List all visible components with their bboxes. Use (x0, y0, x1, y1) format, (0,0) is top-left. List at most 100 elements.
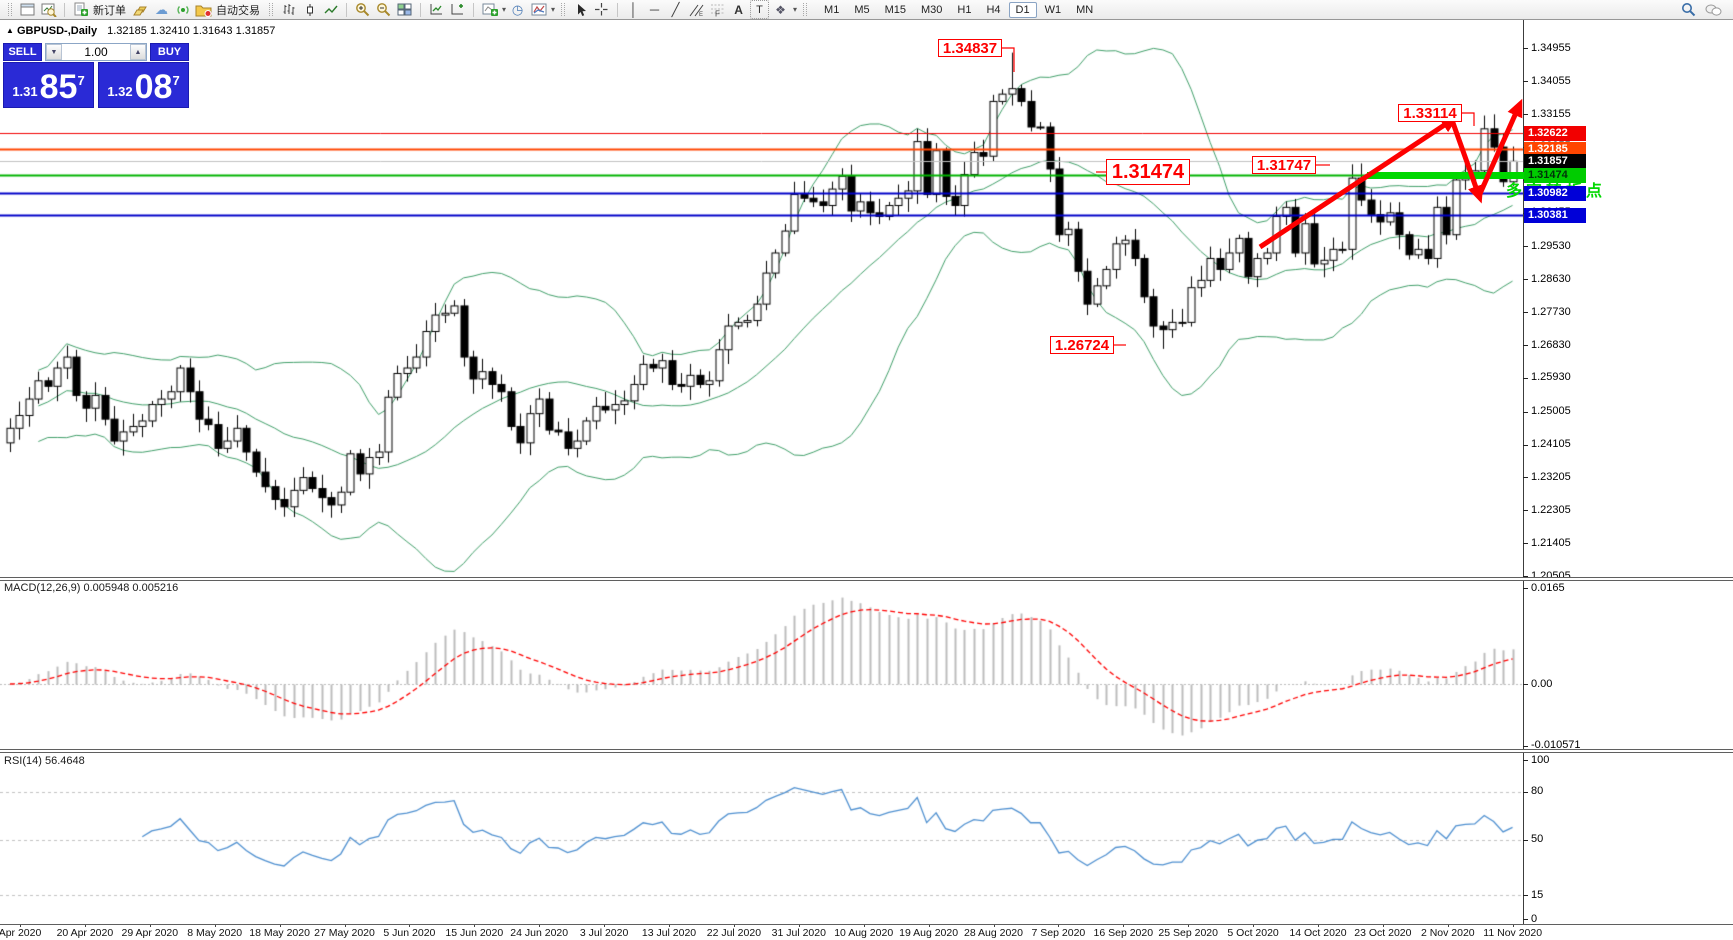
lot-decrease-button[interactable]: ▼ (46, 44, 62, 60)
trendline-icon[interactable]: ╱ (671, 1, 680, 17)
macd-canvas[interactable] (0, 581, 1523, 749)
axis-tick-mark (1523, 895, 1528, 897)
shapes-icon[interactable]: ❖ (775, 2, 786, 17)
timeframe-M5[interactable]: M5 (854, 3, 870, 16)
autotrade-icon[interactable] (194, 0, 213, 19)
text-label-icon[interactable]: T (750, 0, 770, 19)
timeframe-W1[interactable]: W1 (1044, 3, 1062, 16)
chart-template-icon[interactable] (529, 0, 548, 19)
axis-tick: 1.22305 (1531, 503, 1571, 516)
cursor-icon[interactable] (571, 0, 590, 19)
clock-icon[interactable]: ◷ (511, 2, 524, 17)
rsi-axis-tick: 0 (1531, 912, 1538, 925)
price-annotation[interactable]: 1.34837 (938, 39, 1002, 57)
rsi-axis-tick: 50 (1531, 833, 1544, 845)
axis-tick: 1.23205 (1531, 470, 1571, 483)
chart-preview-icon[interactable] (39, 0, 58, 19)
chat-icon[interactable] (1704, 0, 1723, 19)
equidistant-channel-icon[interactable]: E (687, 0, 706, 19)
metals-icon[interactable] (131, 0, 150, 19)
main-chart-canvas[interactable] (0, 20, 1523, 578)
timeframe-H4[interactable]: H4 (986, 3, 1001, 16)
new-order-icon[interactable] (71, 0, 90, 19)
shapes-dropdown-icon[interactable]: ▾ (793, 5, 798, 14)
time-axis[interactable]: Apr 2020 20 Apr 2020 29 Apr 2020 8 May 2020… (0, 924, 1733, 940)
panel-separator[interactable] (0, 577, 1733, 581)
timeframe-D1[interactable]: D1 (1008, 1, 1037, 18)
date-tick-mark (1512, 924, 1514, 927)
price-annotation[interactable]: 1.26724 (1050, 336, 1114, 354)
horizontal-line-icon[interactable]: ─ (649, 2, 660, 17)
crosshair-icon[interactable] (592, 0, 611, 19)
timeframe-M15[interactable]: M15 (884, 3, 907, 16)
toolbar-grip (803, 3, 808, 16)
date-tick-mark (474, 924, 476, 927)
axis-tick-mark (1523, 279, 1528, 281)
chart-window-icon[interactable] (18, 0, 37, 19)
candlestick-icon[interactable] (300, 0, 319, 19)
buy-price-panel[interactable]: 1.32 08 7 (98, 62, 189, 108)
rsi-canvas[interactable] (0, 753, 1523, 924)
lot-size-input[interactable] (62, 44, 130, 60)
new-order-button[interactable]: 新订单 (93, 4, 126, 17)
indicator-window-icon[interactable] (448, 0, 467, 19)
vertical-line-icon[interactable]: │ (629, 2, 638, 17)
new-chart-dropdown-icon[interactable]: ▾ (502, 5, 507, 14)
search-icon[interactable] (1679, 0, 1698, 19)
date-label: 22 Jul 2020 (706, 927, 762, 939)
axis-tick-mark (1523, 411, 1528, 413)
timeframe-MN[interactable]: MN (1076, 3, 1094, 16)
fibonacci-icon[interactable]: F (708, 0, 727, 19)
rsi-axis-tick: 15 (1531, 888, 1544, 901)
lot-increase-button[interactable]: ▲ (130, 44, 146, 60)
panel-separator[interactable] (0, 749, 1733, 753)
price-annotation[interactable]: 1.31747 (1252, 156, 1316, 174)
lot-size-box: ▼ ▲ (45, 43, 147, 61)
signals-icon[interactable] (173, 0, 192, 19)
timeframe-H1[interactable]: H1 (957, 3, 972, 16)
axis-tick-mark (1523, 745, 1528, 747)
autotrade-button[interactable]: 自动交易 (216, 4, 260, 17)
buy-button[interactable]: BUY (150, 43, 189, 61)
price-annotation[interactable]: 1.31474 (1106, 159, 1190, 185)
collapse-icon[interactable]: ▲ (6, 26, 14, 35)
bar-chart-icon[interactable] (279, 0, 298, 19)
axis-tick-mark (1523, 81, 1528, 83)
toolbar-separator (420, 2, 421, 17)
sell-price-small: 1.31 (12, 84, 38, 99)
indicators-icon[interactable] (427, 0, 446, 19)
date-tick-mark (798, 924, 800, 927)
date-tick-mark (84, 924, 86, 927)
timeframe-M1[interactable]: M1 (824, 3, 840, 16)
axis-tick: 1.27730 (1531, 305, 1571, 318)
price-tag: 1.31474 (1524, 167, 1586, 183)
template-dropdown-icon[interactable]: ▾ (551, 5, 556, 14)
axis-tick-mark (1523, 444, 1528, 446)
line-chart-icon[interactable] (321, 0, 340, 19)
axis-tick-mark (1523, 588, 1528, 590)
tile-windows-icon[interactable] (395, 0, 414, 19)
text-tool-icon[interactable]: A (734, 2, 743, 17)
zoom-in-icon[interactable] (353, 0, 372, 19)
timeframe-group: M1 M5 M15 M30 H1 H4 D1 W1 MN (817, 1, 1100, 18)
zoom-out-icon[interactable] (374, 0, 393, 19)
symbol-ohlc: 1.32185 1.32410 1.31643 1.31857 (107, 25, 276, 37)
cloud-icon[interactable]: ☁ (155, 2, 168, 17)
sell-button[interactable]: SELL (3, 43, 42, 61)
macd-axis-tick: 0.00 (1531, 677, 1553, 690)
toolbar-separator (473, 2, 474, 17)
date-label: 20 Apr 2020 (56, 927, 114, 939)
axis-tick-mark (1523, 114, 1528, 115)
timeframe-M30[interactable]: M30 (921, 3, 943, 16)
axis-tick-mark (1523, 312, 1528, 314)
price-tag: 1.32185 (1524, 142, 1586, 157)
new-chart-icon[interactable] (480, 0, 499, 19)
toolbar-separator (64, 2, 65, 17)
sell-price-panel[interactable]: 1.31 85 7 (3, 62, 94, 108)
price-annotation[interactable]: 1.33114 (1398, 104, 1462, 122)
axis-tick-mark (1523, 377, 1528, 379)
date-tick-mark (279, 924, 281, 927)
support-zone-highlight[interactable] (1367, 172, 1527, 179)
macd-axis-tick: 0.0165 (1531, 581, 1565, 594)
